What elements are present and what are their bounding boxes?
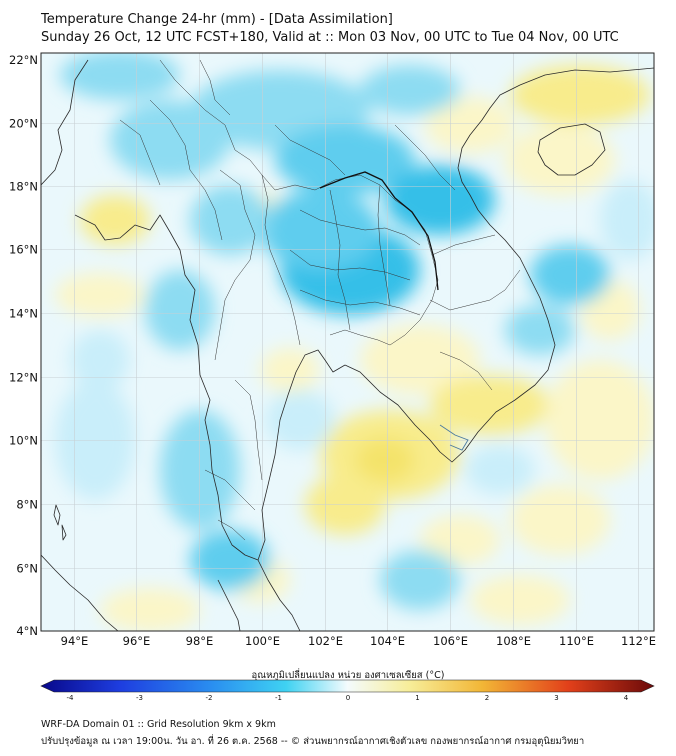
colorbar-tick: -3 (136, 694, 143, 702)
mekong-delta (439, 424, 469, 451)
lon-label: 102°E (308, 634, 343, 648)
colorbar-title: อุณหภูมิเปลี่ยนแปลง หน่วย องศาเซลเซียส (… (252, 668, 445, 681)
cool-area (60, 53, 180, 100)
warm-area (470, 575, 570, 625)
cool-area (505, 305, 575, 355)
colorbar (40, 679, 655, 693)
chart-subtitle: Sunday 26 Oct, 12 UTC FCST+180, Valid at… (41, 30, 619, 45)
warm-area (305, 475, 385, 535)
warm-area (505, 125, 615, 195)
lat-label: 20°N (9, 117, 38, 131)
warm-area (510, 65, 650, 125)
warm-area (510, 485, 610, 555)
cool-area (70, 330, 130, 390)
cool-area (55, 380, 135, 500)
mekong-border (319, 171, 439, 291)
lon-label: 106°E (433, 634, 468, 648)
province-borders (119, 59, 521, 541)
lat-label: 8°N (16, 498, 38, 512)
warm-area (420, 515, 500, 565)
cool-area (380, 550, 460, 610)
cool-area (465, 445, 535, 495)
warm-area (100, 588, 200, 631)
cool-area (190, 185, 270, 255)
lon-label: 94°E (61, 634, 89, 648)
temperature-field (41, 53, 654, 631)
colorbar-tick: 3 (554, 694, 558, 702)
warm-area (430, 375, 550, 435)
lon-label: 98°E (186, 634, 214, 648)
colorbar-ticks: -4 -3 -2 -1 0 1 2 3 4 (67, 694, 629, 702)
footer-update-info: ปรับปรุงข้อมูล ณ เวลา 19:00น. วัน อา. ที… (41, 736, 585, 747)
colorbar-tick: 1 (415, 694, 419, 702)
colorbar-tick: 0 (346, 694, 350, 702)
map-frame (40, 52, 655, 632)
warm-area (355, 438, 415, 482)
warm-area (55, 273, 145, 317)
lat-label: 12°N (9, 371, 38, 385)
lon-label: 108°E (496, 634, 531, 648)
cool-area (275, 125, 415, 195)
lon-label: 112°E (621, 634, 656, 648)
cool-area (260, 190, 380, 270)
cool-area (110, 100, 230, 180)
latitude-labels: 22°N 20°N 18°N 16°N 14°N 12°N 10°N 8°N 6°N 4°N (9, 53, 38, 638)
longitude-labels: 94°E 96°E 98°E 100°E 102°E 104°E 106°E 108°E 110… (61, 634, 656, 648)
colorbar-tick: -2 (206, 694, 213, 702)
lon-label: 96°E (123, 634, 151, 648)
colorbar-tick: -1 (275, 694, 282, 702)
lon-label: 100°E (245, 634, 280, 648)
cool-area (190, 530, 270, 590)
cool-area (145, 270, 215, 350)
cool-area (265, 390, 335, 450)
cool-area (530, 245, 610, 305)
cool-area (385, 165, 495, 235)
cool-area (600, 180, 654, 260)
cool-area (360, 65, 460, 115)
colorbar-tick: 2 (485, 694, 489, 702)
lat-label: 4°N (16, 624, 38, 638)
footer-domain-info: WRF-DA Domain 01 :: Grid Resolution 9km … (41, 719, 276, 730)
lat-label: 6°N (16, 562, 38, 576)
warm-area (425, 97, 515, 153)
lat-label: 16°N (9, 243, 38, 257)
graticule (41, 53, 654, 631)
cool-area (160, 410, 240, 530)
lat-label: 18°N (9, 180, 38, 194)
lat-label: 14°N (9, 307, 38, 321)
chart-title: Temperature Change 24-hr (mm) - [Data As… (41, 12, 393, 27)
warm-area (545, 360, 654, 480)
coastlines (41, 59, 654, 631)
colorbar-tick: 4 (624, 694, 629, 702)
warm-area (260, 348, 320, 392)
lat-label: 22°N (9, 53, 38, 67)
lon-label: 104°E (370, 634, 405, 648)
lat-label: 10°N (9, 434, 38, 448)
warm-area (80, 195, 150, 245)
colorbar-tick: -4 (67, 694, 75, 702)
lon-label: 110°E (559, 634, 594, 648)
